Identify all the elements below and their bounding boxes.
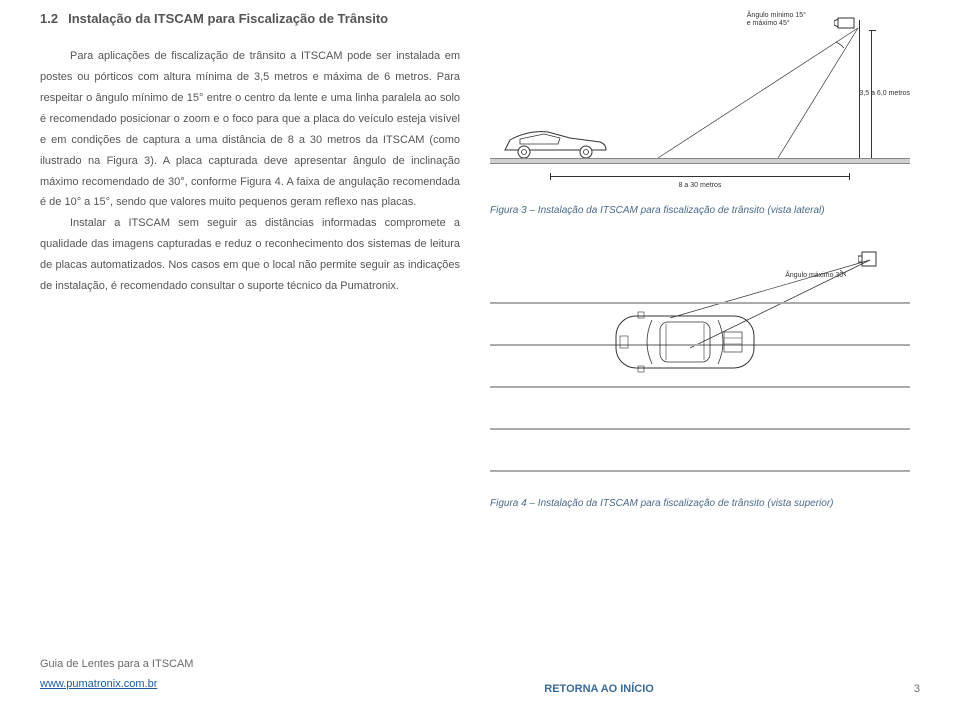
page-number: 3 bbox=[914, 683, 920, 695]
paragraph-1: Para aplicações de fiscalização de trâns… bbox=[40, 46, 460, 213]
page-footer: Guia de Lentes para a ITSCAM www.pumatro… bbox=[40, 655, 920, 695]
figure-4-caption: Figura 4 – Instalação da ITSCAM para fis… bbox=[490, 497, 910, 511]
section-number: 1.2 bbox=[40, 10, 58, 28]
paragraph-2: Instalar a ITSCAM sem seguir as distânci… bbox=[40, 213, 460, 297]
fig3-distance-indicator: 8 a 30 metros bbox=[550, 170, 850, 184]
fig4-angle-label: Ângulo máximo 30° bbox=[785, 272, 846, 279]
paragraph-2-text: Instalar a ITSCAM sem seguir as distânci… bbox=[40, 217, 460, 292]
figure-3-caption: Figura 3 – Instalação da ITSCAM para fis… bbox=[490, 204, 910, 218]
footer-url-link[interactable]: www.pumatronix.com.br bbox=[40, 678, 157, 690]
fig3-height-label: 3,5 a 6,0 metros bbox=[859, 90, 910, 97]
figure-3: Ângulo mínimo 15° e máximo 45° 3,5 a 6,0… bbox=[490, 10, 910, 218]
return-to-top-link[interactable]: RETORNA AO INÍCIO bbox=[544, 683, 654, 695]
paragraph-1-text: Para aplicações de fiscalização de trâns… bbox=[40, 50, 460, 208]
fig3-distance-label: 8 a 30 metros bbox=[677, 182, 724, 189]
fig3-road bbox=[490, 158, 910, 164]
footer-doc-title: Guia de Lentes para a ITSCAM bbox=[40, 655, 193, 675]
figure-4: Ângulo máximo 30° bbox=[490, 248, 910, 511]
section-title: Instalação da ITSCAM para Fiscalização d… bbox=[68, 10, 388, 28]
fig3-angle-lines bbox=[658, 26, 858, 166]
car-top-icon bbox=[610, 310, 760, 379]
fig3-angle-min: Ângulo mínimo 15° bbox=[747, 12, 806, 19]
section-heading: 1.2 Instalação da ITSCAM para Fiscalizaç… bbox=[40, 10, 460, 28]
